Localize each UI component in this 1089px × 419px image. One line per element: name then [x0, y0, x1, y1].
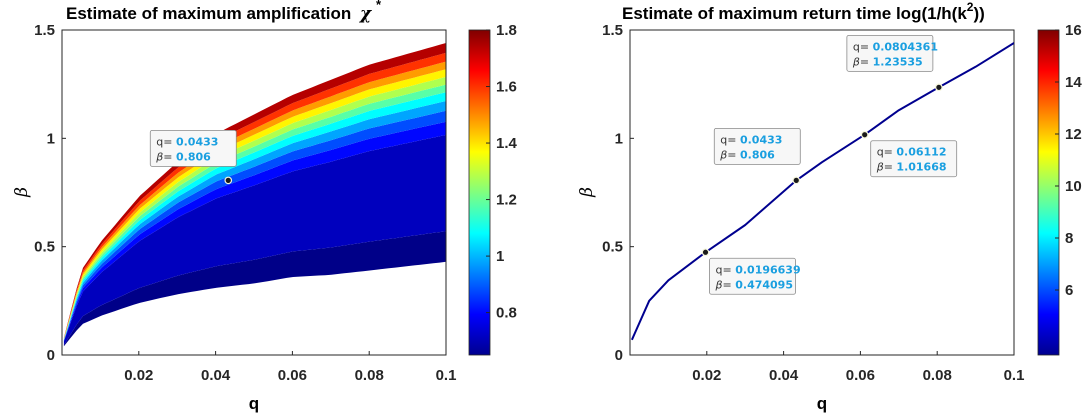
- left-x-label: q: [249, 394, 259, 413]
- right-chart: Estimate of maximum return time log(1/h(…: [577, 0, 1082, 413]
- x-tick-label: 0.08: [355, 367, 384, 384]
- x-tick-label: 0.08: [923, 367, 952, 384]
- colorbar-tick-label: 1.8: [496, 22, 517, 39]
- contour-band: [63, 231, 446, 347]
- y-tick-label: 1: [615, 130, 623, 147]
- right-x-ticks: 0.02 0.04 0.06 0.08 0.1: [692, 351, 1024, 384]
- colorbar-tick-label: 12: [1065, 126, 1082, 143]
- colorbar-tick-label: 8: [1065, 230, 1073, 247]
- x-tick-label: 0.1: [436, 367, 457, 384]
- left-title: Estimate of maximum amplification χ *: [66, 0, 382, 24]
- datatip-q: q= 0.06112: [877, 146, 947, 159]
- x-tick-label: 0.1: [1004, 367, 1025, 384]
- datatip-beta: β= 0.474095: [715, 278, 794, 291]
- y-tick-label: 1: [47, 130, 55, 147]
- colorbar-tick-label: 1.6: [496, 79, 517, 96]
- datatip-box: [713, 127, 801, 165]
- x-tick-label: 0.02: [124, 367, 153, 384]
- datatip-marker[interactable]: [701, 248, 710, 257]
- left-datatips: q= 0.0433 β= 0.806: [149, 129, 237, 185]
- colorbar-tick-label: 1: [496, 248, 504, 265]
- datatip[interactable]: q= 0.06112 β= 1.01668: [860, 130, 958, 178]
- colorbar-tick-label: 6: [1065, 282, 1073, 299]
- left-x-ticks: 0.02 0.04 0.06 0.08 0.1: [124, 351, 456, 384]
- colorbar-tick-label: 10: [1065, 178, 1082, 195]
- colorbar-tick-label: 14: [1065, 74, 1082, 91]
- x-tick-label: 0.06: [278, 367, 307, 384]
- left-colorbar-ticks: 0.8 1 1.2 1.4 1.6 1.8: [486, 22, 518, 322]
- datatip-marker[interactable]: [935, 83, 943, 92]
- datatip-beta: β= 0.806: [719, 148, 775, 161]
- datatip-marker[interactable]: [224, 176, 233, 185]
- right-y-ticks: 0 0.5 1 1.5: [602, 22, 634, 364]
- colorbar-tick-label: 1.4: [496, 135, 518, 152]
- x-tick-label: 0.04: [769, 367, 799, 384]
- datatip[interactable]: q= 0.0196639 β= 0.474095: [701, 248, 801, 295]
- right-colorbar: [1037, 29, 1060, 356]
- datatip-box: [149, 129, 237, 167]
- colorbar-tick-label: 0.8: [496, 305, 517, 322]
- datatip[interactable]: q= 0.0804361 β= 1.23535: [846, 34, 943, 92]
- datatip-marker[interactable]: [792, 176, 801, 185]
- x-tick-label: 0.06: [846, 367, 875, 384]
- datatip-q: q= 0.0433: [720, 133, 782, 146]
- datatip-beta: β= 0.806: [155, 150, 211, 163]
- x-tick-label: 0.04: [201, 367, 231, 384]
- datatip-beta: β= 1.01668: [876, 161, 947, 174]
- right-plot-area: [629, 29, 1015, 356]
- y-tick-label: 0: [615, 347, 623, 364]
- right-y-label: β: [577, 187, 597, 198]
- left-chart: Estimate of maximum amplification χ * 0.…: [12, 0, 518, 413]
- right-series: [630, 42, 1014, 341]
- series-line: [630, 42, 1014, 341]
- datatip-box: [870, 140, 958, 178]
- right-colorbar-ticks: 6 8 10 12 14 16: [1055, 22, 1082, 299]
- colorbar-tick-label: 1.2: [496, 192, 517, 209]
- datatip-q: q= 0.0196639: [716, 263, 801, 276]
- datatip-box: [709, 257, 796, 295]
- y-tick-label: 0: [47, 347, 55, 364]
- datatip-q: q= 0.0804361: [853, 40, 938, 53]
- datatip-box: [846, 34, 934, 72]
- contour-band: [63, 134, 446, 346]
- y-tick-label: 1.5: [602, 22, 623, 39]
- datatip[interactable]: q= 0.0433 β= 0.806: [713, 127, 801, 185]
- left-axes-box: [61, 29, 447, 356]
- datatip-marker[interactable]: [860, 130, 869, 139]
- left-region: [63, 43, 446, 347]
- right-title: Estimate of maximum return time log(1/h(…: [622, 0, 985, 23]
- colorbar-tick-label: 16: [1065, 22, 1082, 39]
- y-tick-label: 1.5: [34, 22, 55, 39]
- left-y-label: β: [12, 187, 32, 198]
- datatip[interactable]: q= 0.0433 β= 0.806: [149, 129, 237, 185]
- datatip-q: q= 0.0433: [156, 135, 218, 148]
- datatip-beta: β= 1.23535: [852, 55, 923, 68]
- right-x-label: q: [817, 394, 827, 413]
- y-tick-label: 0.5: [34, 239, 55, 256]
- x-tick-label: 0.02: [692, 367, 721, 384]
- y-tick-label: 0.5: [602, 239, 623, 256]
- left-colorbar: [468, 29, 491, 356]
- left-y-ticks: 0 0.5 1 1.5: [34, 22, 66, 364]
